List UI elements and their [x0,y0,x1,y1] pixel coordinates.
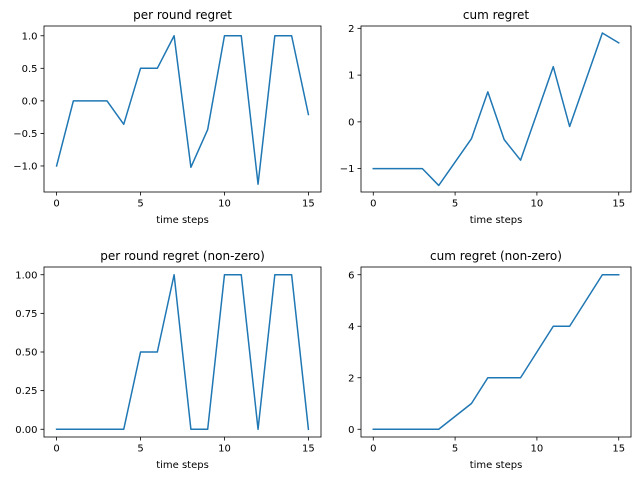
y-tick-label: −1 [340,164,355,175]
y-tick-label: −1.0 [13,162,37,173]
x-tick-label: 10 [531,444,544,455]
x-axis-label: time steps [156,460,209,471]
y-tick-label: 0.25 [15,386,37,397]
y-tick-label: 1 [348,71,354,82]
x-tick-label: 10 [531,199,544,210]
x-tick-label: 0 [53,444,59,455]
x-tick-label: 15 [302,199,315,210]
subplot-3: 0 5 10 15 0.00 0.25 0.50 0.75 1.00 per round regr… [15,249,322,471]
y-tick-label: −0.5 [13,129,37,140]
subplot-title: per round regret [133,8,232,22]
x-tick-label: 10 [218,199,231,210]
axes-frame [360,266,632,438]
x-axis-label: time steps [156,215,209,226]
x-tick-label: 5 [137,444,143,455]
x-tick-label: 15 [612,199,625,210]
y-tick-label: 1.00 [15,270,37,281]
axes-frame [360,25,632,193]
y-tick-label: 4 [348,322,354,333]
x-tick-label: 15 [302,444,315,455]
y-tick-label: 0.50 [15,348,37,359]
x-tick-label: 0 [53,199,59,210]
subplot-1: 0 5 10 15 −1.0 −0.5 0.0 0.5 1.0 per round regret t… [13,8,322,226]
y-tick-label: 2 [348,24,354,35]
x-tick-label: 5 [137,199,143,210]
x-tick-label: 0 [370,444,376,455]
y-tick-label: 0.00 [15,425,37,436]
y-tick-label: 6 [348,270,354,281]
subplot-title: cum regret (non-zero) [430,249,562,263]
x-tick-label: 0 [370,199,376,210]
series-line [372,32,620,187]
y-tick-label: 1.0 [22,31,38,42]
x-axis-label: time steps [470,215,523,226]
y-tick-label: 0 [348,425,354,436]
y-tick-label: 2 [348,373,354,384]
series-line [372,273,620,431]
y-tick-label: 0.0 [22,96,38,107]
series-line [55,35,310,185]
x-tick-label: 5 [452,199,458,210]
y-tick-label: 0.5 [22,64,38,75]
x-axis-label: time steps [470,460,523,471]
y-tick-label: 0.75 [15,309,37,320]
x-tick-label: 10 [218,444,231,455]
axes-frame [43,25,322,193]
subplot-title: cum regret [463,8,529,22]
subplot-title: per round regret (non-zero) [100,249,265,263]
x-tick-label: 15 [612,444,625,455]
x-tick-label: 5 [452,444,458,455]
subplot-4: 0 5 10 15 0 2 4 6 cum regret (non-zero) time step… [348,249,632,471]
series-line [55,273,310,431]
y-tick-label: 0 [348,117,354,128]
subplot-2: 0 5 10 15 −1 0 1 2 cum regret time steps [340,8,632,226]
